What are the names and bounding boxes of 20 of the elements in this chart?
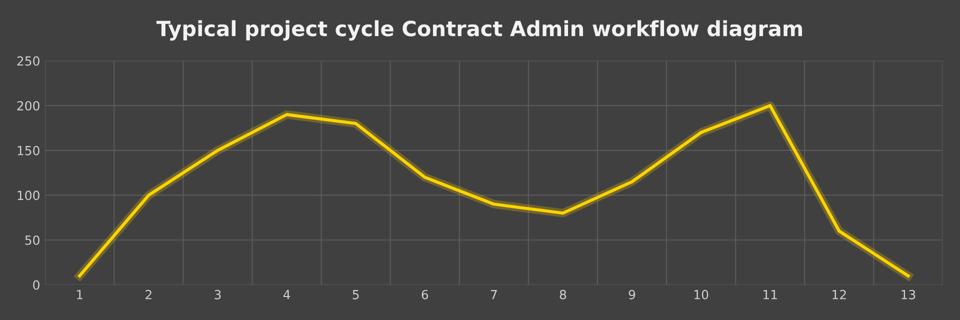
y-tick-label: 250	[17, 56, 40, 66]
x-tick-label: 9	[628, 290, 636, 300]
chart-title: Typical project cycle Contract Admin workflow diagram	[156, 20, 802, 41]
x-tick-label: 12	[832, 290, 846, 300]
x-tick-label: 13	[902, 290, 916, 300]
x-tick-label: 11	[764, 290, 777, 300]
x-tick-label: 7	[490, 290, 497, 300]
x-tick-label: 3	[214, 290, 221, 300]
x-tick-label: 1	[77, 290, 82, 300]
y-tick-label: 50	[25, 235, 40, 245]
x-tick-label: 10	[694, 290, 708, 300]
x-tick-label: 2	[146, 290, 152, 300]
y-tick-label: 200	[17, 101, 40, 111]
y-tick-label: 100	[18, 190, 40, 200]
x-tick-label: 8	[560, 290, 566, 300]
x-tick-label: 5	[352, 290, 359, 300]
y-tick-label: 150	[18, 146, 40, 156]
x-tick-label: 4	[283, 290, 290, 300]
y-tick-label: 0	[33, 280, 40, 290]
x-tick-label: 6	[422, 290, 428, 300]
